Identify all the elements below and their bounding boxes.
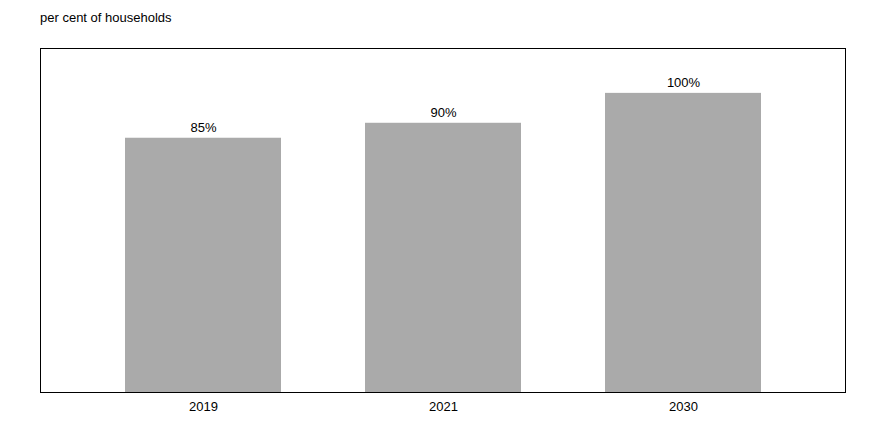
svg-text:2019: 2019 (189, 399, 218, 414)
svg-text:90%: 90% (430, 105, 456, 120)
svg-text:85%: 85% (190, 120, 216, 135)
html-text:per cent of households: per cent of households (40, 10, 172, 25)
svg-text:100%: 100% (667, 75, 701, 90)
svg-text:2030: 2030 (669, 399, 698, 414)
svg-text:2021: 2021 (429, 399, 458, 414)
